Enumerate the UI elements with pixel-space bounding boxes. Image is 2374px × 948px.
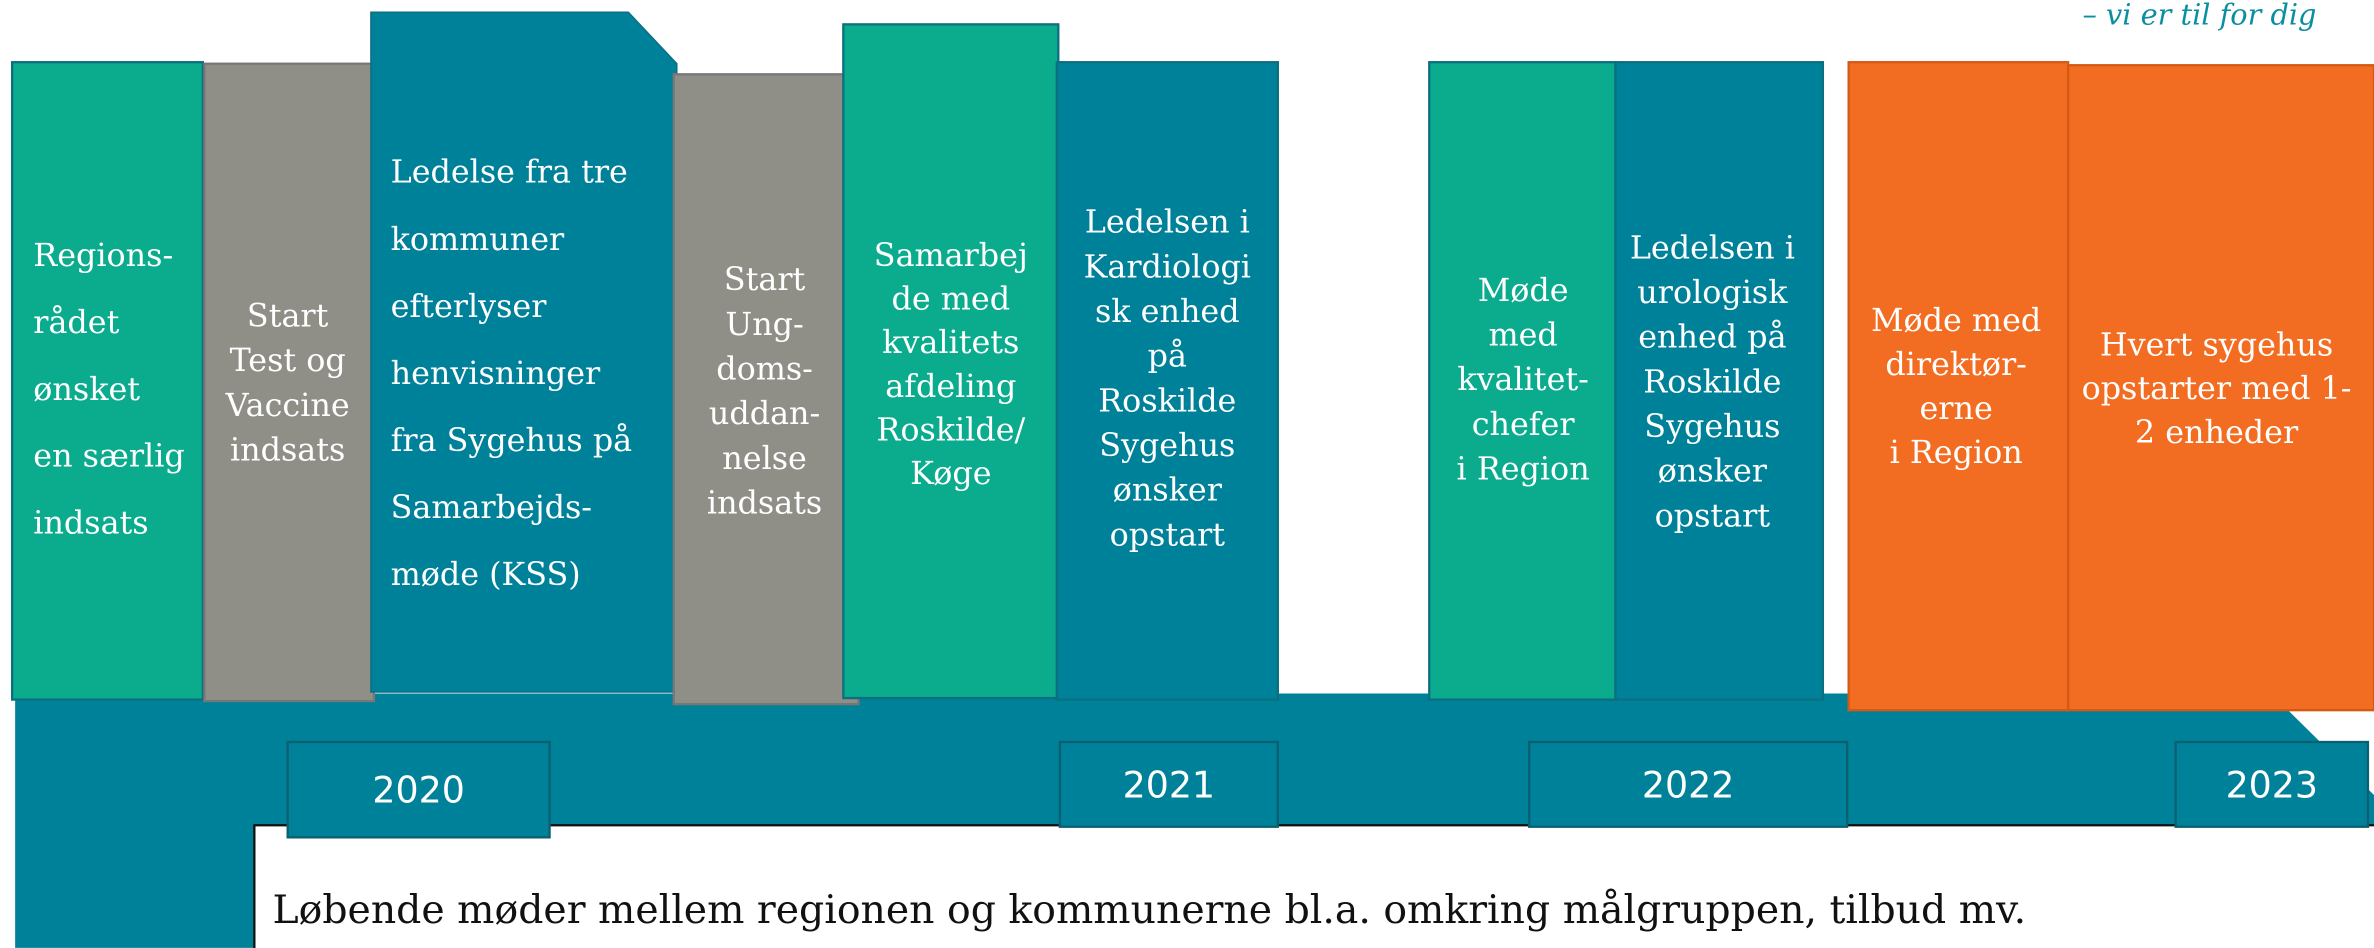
column-text: 2 enheder: [2135, 414, 2299, 451]
column-text: Hvert sygehus: [2100, 326, 2333, 363]
column-text: indsats: [33, 505, 148, 542]
column-text: ønsker: [1658, 453, 1768, 490]
column-text: afdeling: [885, 368, 1016, 405]
year-box: [1528, 740, 1849, 828]
column-text: ønsket: [33, 371, 140, 408]
column-text: erne: [1919, 390, 1992, 427]
column-text: opstart: [1655, 497, 1771, 534]
column-text: henvisninger: [391, 355, 601, 392]
column-text: nelse: [722, 440, 807, 477]
logo: – vi er til for dig: [2083, 0, 2317, 31]
column-text: urologisk: [1637, 274, 1788, 311]
column-text: fra Sygehus på: [391, 422, 633, 459]
column-text: direktør-: [1885, 346, 2027, 383]
column-text: opstarter med 1-: [2082, 370, 2352, 407]
column-box: [672, 73, 860, 706]
year-box: [286, 740, 551, 839]
column-text: i Region: [1890, 434, 2023, 471]
column-text: Møde: [1478, 272, 1569, 309]
column-text: på: [1148, 338, 1187, 375]
column-text: Regions-: [33, 237, 173, 274]
column-text: Vaccine: [225, 387, 350, 424]
column-text: uddan-: [709, 395, 820, 432]
column-text: Ledelsen i: [1630, 229, 1795, 266]
column-text: i Region: [1457, 450, 1590, 487]
column-text: Ung-: [725, 306, 803, 343]
column-text: en særlig: [33, 438, 184, 475]
column-text: Sygehus: [1099, 427, 1235, 464]
column-box: [2067, 64, 2374, 712]
column-box: [1847, 61, 2070, 712]
column-text: kvalitets: [882, 324, 1019, 361]
year-label: 2021: [1123, 763, 1215, 806]
column-box: [1614, 61, 1825, 701]
column-text: enhed på: [1638, 319, 1786, 356]
column-text: ønsker: [1113, 472, 1223, 509]
footer-text: Løbende møder mellem regionen og kommune…: [273, 887, 2027, 933]
column-text: Køge: [910, 455, 991, 492]
column-text: Samarbej: [874, 237, 1028, 274]
column-text: Roskilde/: [876, 411, 1025, 448]
column-text: rådet: [33, 304, 119, 341]
column-text: Sygehus: [1644, 408, 1780, 445]
column-text: Kardiologi: [1084, 248, 1251, 285]
year-label: 2022: [1642, 763, 1734, 806]
column-text: Roskilde: [1098, 382, 1236, 419]
column-text: de med: [892, 281, 1011, 318]
column-text: Start: [724, 261, 806, 298]
column-text: indsats: [230, 432, 345, 469]
column-box: [10, 61, 205, 701]
year-box: [2174, 740, 2370, 828]
column-box: [203, 62, 376, 703]
column-text: med: [1488, 316, 1557, 353]
column-text: efterlyser: [391, 288, 548, 325]
column-text: Ledelsen i: [1085, 204, 1250, 241]
column-text: doms-: [716, 351, 813, 388]
year-label: 2023: [2226, 763, 2318, 806]
column-box: [1428, 61, 1617, 701]
column-text: Samarbejds-: [391, 489, 592, 526]
column-text: kvalitet-: [1457, 361, 1589, 398]
year-label: 2020: [372, 769, 464, 812]
column-text: Start: [247, 298, 329, 335]
column-text: Ledelse fra tre: [391, 154, 628, 191]
column-text: Møde med: [1871, 302, 2041, 339]
column-text: sk enhed: [1095, 293, 1240, 330]
year-box: [1058, 740, 1279, 828]
column-text: kommuner: [391, 221, 565, 258]
column-box: [842, 23, 1060, 700]
column-box: [1055, 61, 1279, 701]
column-text: møde (KSS): [391, 556, 581, 593]
column-text: indsats: [707, 485, 822, 522]
column-text: opstart: [1110, 516, 1226, 553]
footer-box: [253, 824, 2374, 948]
column-text: Roskilde: [1643, 363, 1781, 400]
column-text: Test og: [230, 342, 346, 379]
column-text: chefer: [1472, 406, 1576, 443]
